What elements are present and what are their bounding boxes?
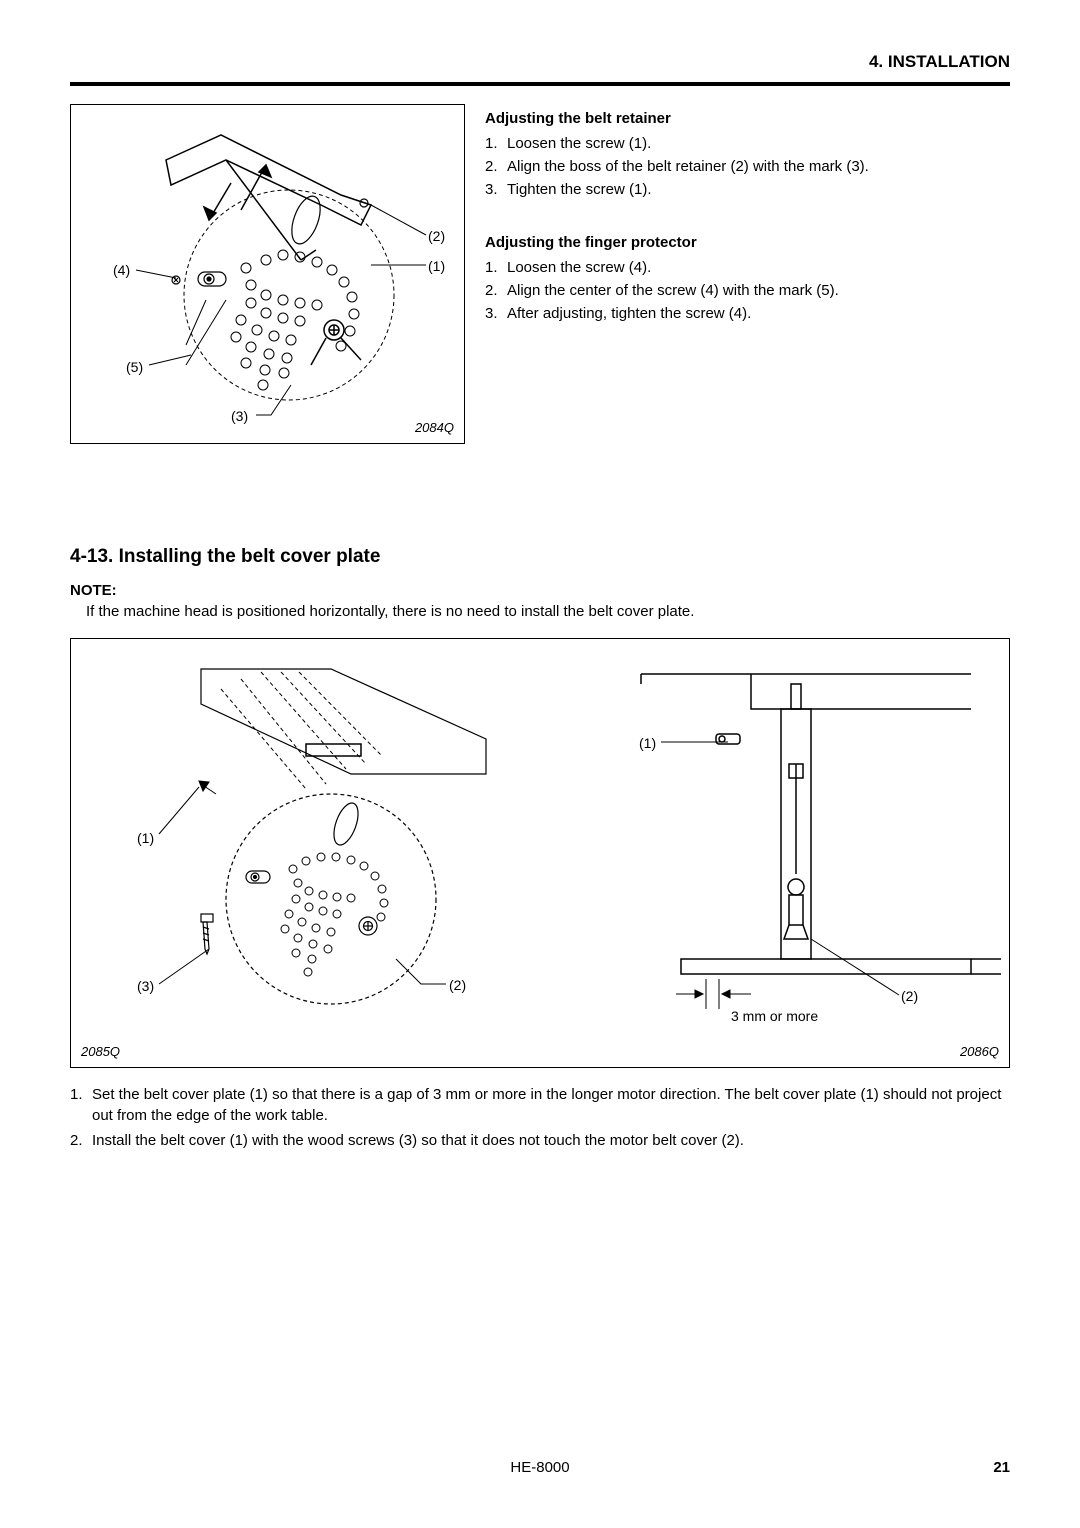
footer-page-number: 21 xyxy=(993,1457,1010,1478)
list-item: 1.Loosen the screw (4). xyxy=(485,257,1010,278)
list-item: 2.Align the center of the screw (4) with… xyxy=(485,280,1010,301)
page-footer: HE-8000 21 xyxy=(70,1457,1010,1478)
section-heading-4-13: 4-13. Installing the belt cover plate xyxy=(70,544,1010,571)
list-item: 3.After adjusting, tighten the screw (4)… xyxy=(485,303,1010,324)
callout-5: (5) xyxy=(126,358,143,378)
list-finger-protector: 1.Loosen the screw (4). 2.Align the cent… xyxy=(485,257,1010,324)
footer-model: HE-8000 xyxy=(510,1457,569,1478)
callout-1: (1) xyxy=(428,257,445,277)
list-belt-cover-plate: 1.Set the belt cover plate (1) so that t… xyxy=(70,1084,1010,1151)
list-item: 3.Tighten the screw (1). xyxy=(485,179,1010,200)
gap-label: 3 mm or more xyxy=(731,1007,818,1027)
figure-2085q-2086q: (1) (3) (2) (1) (2) 3 mm or more 2085Q 2… xyxy=(70,638,1010,1068)
list-item: 1.Set the belt cover plate (1) so that t… xyxy=(70,1084,1010,1126)
top-section: (2) (1) (4) (5) (3) 2084Q Adjusting the … xyxy=(70,104,1010,444)
note-label: NOTE: xyxy=(70,580,1010,601)
list-item: 1.Loosen the screw (1). xyxy=(485,133,1010,154)
header-rule xyxy=(70,82,1010,86)
list-belt-retainer: 1.Loosen the screw (1). 2.Align the boss… xyxy=(485,133,1010,200)
heading-finger-protector: Adjusting the finger protector xyxy=(485,232,1010,253)
heading-belt-retainer: Adjusting the belt retainer xyxy=(485,108,1010,129)
figure-label-2084q: 2084Q xyxy=(415,419,454,437)
header-title: 4. INSTALLATION xyxy=(70,50,1010,74)
list-item: 2.Align the boss of the belt retainer (2… xyxy=(485,156,1010,177)
diagram-2085q-2086q xyxy=(71,639,1009,1067)
figure-2084q: (2) (1) (4) (5) (3) 2084Q xyxy=(70,104,465,444)
callout-3: (3) xyxy=(231,407,248,427)
callout-left-1: (1) xyxy=(137,829,154,849)
callout-left-2: (2) xyxy=(449,976,466,996)
diagram-2084q xyxy=(71,105,466,445)
callout-right-2: (2) xyxy=(901,987,918,1007)
figure-label-2085q: 2085Q xyxy=(81,1043,120,1061)
figure-label-2086q: 2086Q xyxy=(960,1043,999,1061)
callout-left-3: (3) xyxy=(137,977,154,997)
instructions-column: Adjusting the belt retainer 1.Loosen the… xyxy=(485,104,1010,444)
note-text: If the machine head is positioned horizo… xyxy=(86,601,1010,622)
callout-4: (4) xyxy=(113,261,130,281)
callout-2: (2) xyxy=(428,227,445,247)
callout-right-1: (1) xyxy=(639,734,656,754)
list-item: 2.Install the belt cover (1) with the wo… xyxy=(70,1130,1010,1151)
